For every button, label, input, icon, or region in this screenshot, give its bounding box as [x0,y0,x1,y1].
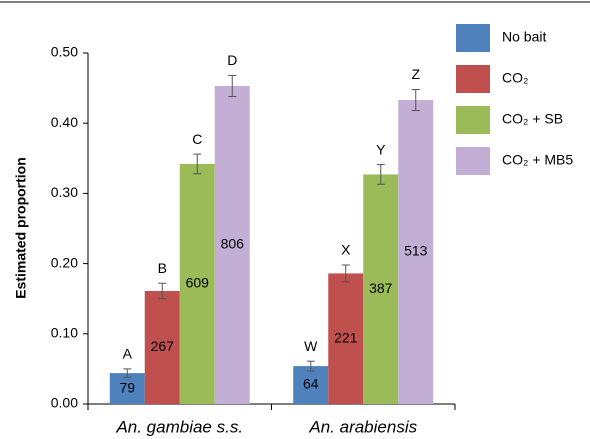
significance-letter: C [192,131,202,147]
legend-swatch [456,24,490,52]
legend-label: CO₂ [502,70,528,86]
bar [398,100,434,404]
y-tick-label: 0.00 [51,395,78,411]
x-tick-label: An. arabiensis [308,417,417,436]
significance-letter: Z [411,66,420,82]
sample-size: 64 [303,376,319,392]
bar [328,273,364,404]
significance-letter: B [158,260,167,276]
significance-letter: X [341,242,351,258]
significance-letter: D [227,52,237,68]
y-tick-label: 0.40 [51,114,78,130]
legend-label: CO₂ + SB [502,111,563,127]
bar [214,85,250,404]
sample-size: 79 [119,379,135,395]
legend-swatch [456,106,490,134]
bar [144,290,180,404]
legend-label: CO₂ + MB5 [502,152,573,168]
legend-swatch [456,147,490,175]
sample-size: 609 [186,275,210,291]
sample-size: 267 [151,338,175,354]
significance-letter: A [123,346,133,362]
y-tick-label: 0.10 [51,325,78,341]
legend-label: No bait [502,29,546,45]
sample-size: 806 [221,236,245,252]
sample-size: 513 [404,243,428,259]
sample-size: 221 [334,329,358,345]
y-tick-label: 0.30 [51,184,78,200]
y-axis-label: Estimated proportion [13,157,29,299]
bar [363,174,399,404]
bar [109,373,145,404]
bar [179,163,215,404]
sample-size: 387 [369,280,393,296]
significance-letter: W [304,338,318,354]
significance-letter: Y [376,141,386,157]
legend-swatch [456,65,490,93]
bar [293,366,329,404]
x-tick-label: An. gambiae s.s. [115,417,243,436]
y-tick-label: 0.20 [51,254,78,270]
y-tick-label: 0.50 [51,44,78,60]
